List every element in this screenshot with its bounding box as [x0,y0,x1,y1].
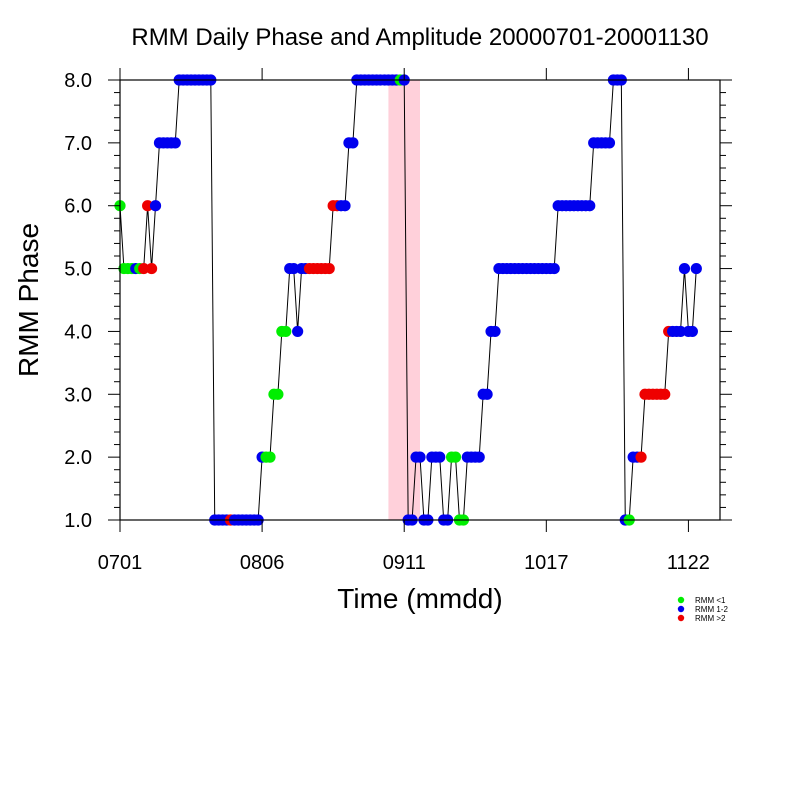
tick-labels-layer: 1.0 2.0 3.0 4.0 5.0 6.0 7.0 8.0 0701 0806 0911 1017… [64,70,710,574]
chart-title: RMM Daily Phase and Amplitude 20000701-2… [131,24,708,51]
x-tick-label: 0911 [383,552,426,574]
y-tick-label: 7.0 [64,133,92,155]
highlight-span [388,80,420,520]
data-point [138,262,150,275]
y-tick-label: 6.0 [64,196,92,218]
x-tick-label: 1122 [667,552,710,574]
y-tick-label: 5.0 [64,259,92,281]
data-point [659,388,671,400]
data-point [449,451,462,463]
x-tick-label: 0806 [240,552,285,574]
legend-marker [677,596,685,604]
data-point [414,451,426,463]
highlight-span-layer [388,80,420,520]
y-tick-label: 4.0 [64,321,92,343]
data-point [584,200,596,212]
plot-frame [119,79,721,521]
data-point [169,137,181,149]
data-point [674,325,687,338]
x-axis-label: Time (mmdd) [337,583,502,614]
data-point [288,262,300,275]
data-point [339,200,351,212]
legend-marker [677,605,685,613]
y-tick-label: 2.0 [64,447,92,469]
data-point [264,451,276,463]
data-point [145,262,158,275]
data-point [635,451,647,463]
data-point [548,262,560,275]
y-axis-label: RMM Phase [13,223,44,377]
legend-label: RMM <1 [695,596,726,605]
legend-label: RMM 1-2 [695,605,728,614]
x-tick-label: 1017 [524,552,569,574]
data-point [481,388,493,400]
data-point [434,451,446,463]
data-point [489,325,501,338]
plot-frame-layer [108,68,732,532]
data-point [280,325,292,338]
y-tick-label: 8.0 [64,70,92,92]
data-point [149,200,162,212]
data-point [292,325,304,338]
data-point [473,451,485,463]
data-point [347,137,359,149]
data-point [603,137,616,149]
data-point [142,200,154,212]
y-tick-label: 1.0 [64,510,92,532]
data-point [690,262,702,275]
legend-marker [677,614,685,622]
data-point [272,388,284,400]
legend-label: RMM >2 [695,614,726,623]
data-point [323,262,335,275]
data-point [678,262,691,275]
data-point [686,325,698,338]
y-tick-label: 3.0 [64,384,92,406]
x-tick-label: 0701 [98,552,143,574]
